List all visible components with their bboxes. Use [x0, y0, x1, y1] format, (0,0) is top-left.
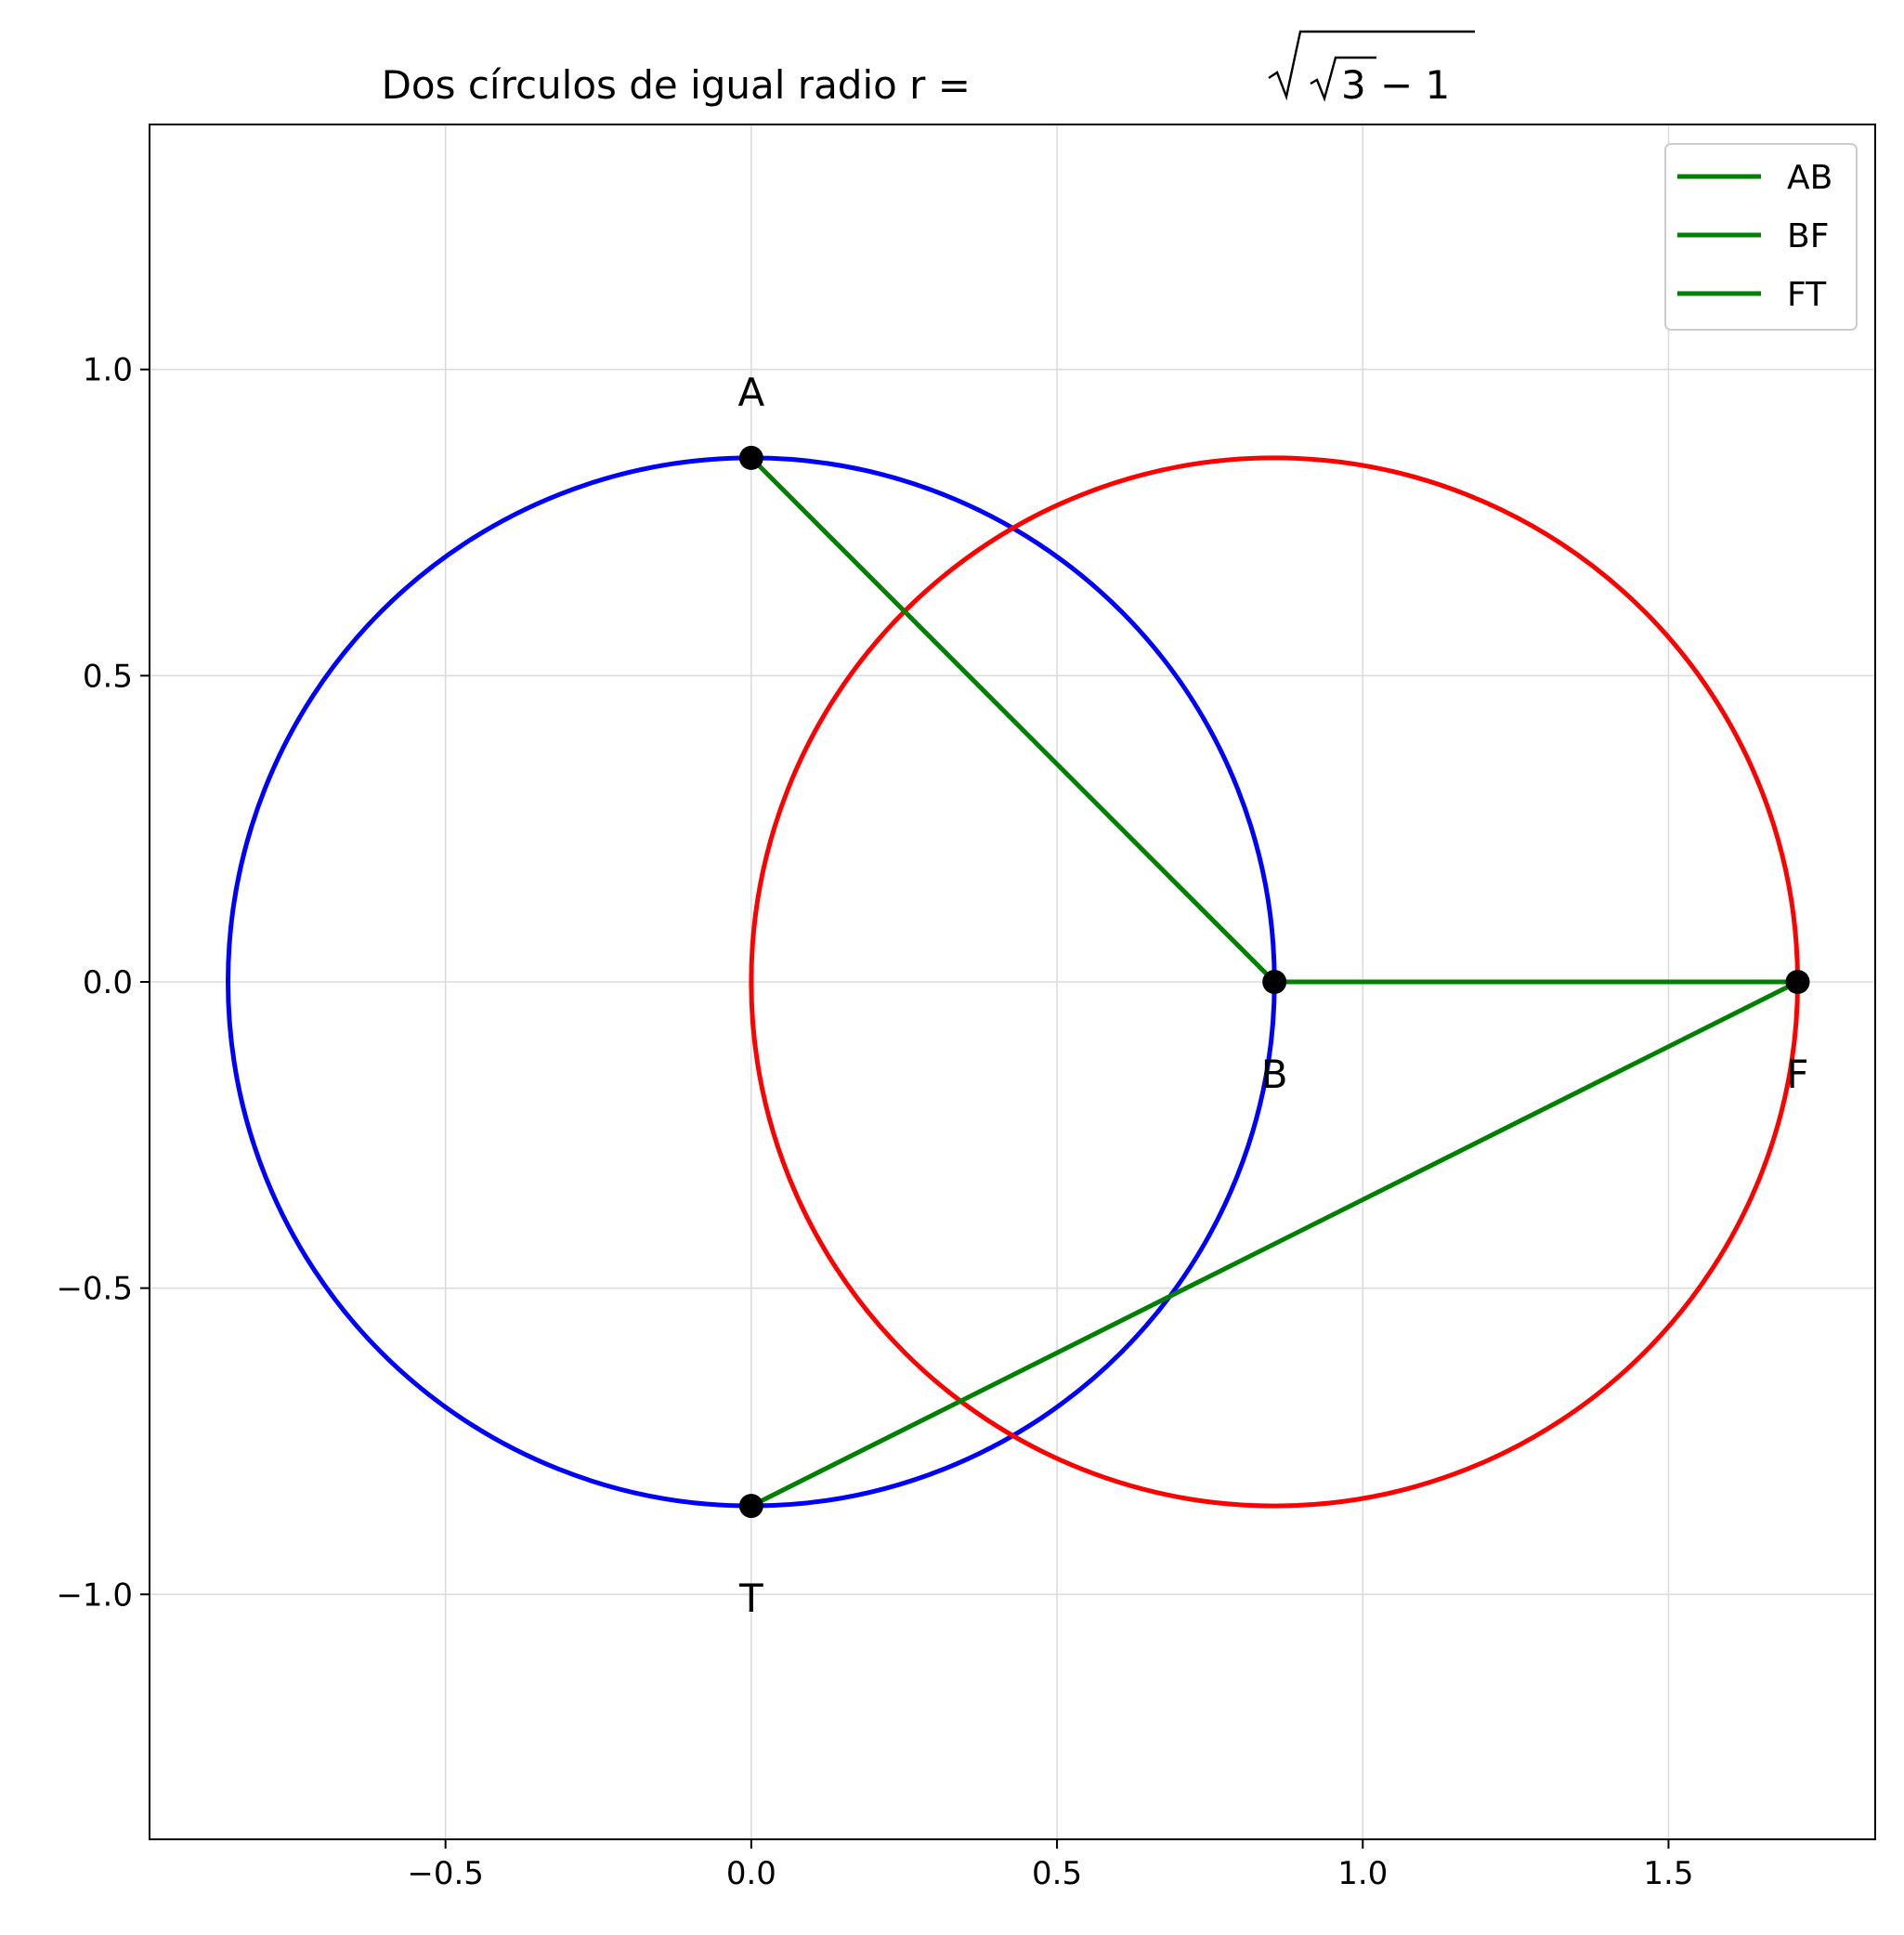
title-radicand: 3	[1341, 62, 1366, 108]
x-tick-label: 1.5	[1643, 1855, 1693, 1892]
point-b	[1262, 970, 1287, 994]
segment-ft	[750, 979, 1799, 1509]
point-label-a: A	[737, 370, 764, 415]
x-tick-label: 1.0	[1337, 1855, 1388, 1892]
legend: AB BF FT	[1664, 143, 1858, 331]
chart-title: Dos círculos de igual radio r =	[382, 62, 971, 108]
y-tick-label: 0.0	[83, 964, 133, 1001]
legend-label-bf: BF	[1787, 217, 1829, 255]
point-f	[1785, 970, 1810, 994]
y-tick-label: 1.0	[83, 352, 133, 389]
y-tick-label: −1.0	[56, 1576, 133, 1614]
legend-label-ab: AB	[1787, 159, 1832, 197]
plot-shapes: A B F T	[226, 370, 1810, 1621]
inner-radical-sign	[1310, 56, 1376, 102]
segment-ab	[750, 456, 1276, 984]
point-label-b: B	[1261, 1052, 1288, 1097]
y-tick-label: −0.5	[56, 1271, 133, 1308]
outer-radical-sign	[1268, 30, 1475, 101]
chart-title-math: 3 − 1	[1268, 30, 1475, 108]
axis-ticks: −0.5 0.0 0.5 1.0 1.5 −1.0 −0.5 0.0 0.5 1.0	[56, 352, 1693, 1892]
legend-label-ft: FT	[1787, 276, 1827, 314]
x-tick-label: 0.0	[726, 1855, 776, 1892]
title-math-suffix: − 1	[1380, 62, 1450, 108]
x-tick-label: −0.5	[407, 1855, 484, 1892]
point-label-t: T	[738, 1575, 763, 1621]
y-tick-label: 0.5	[83, 658, 133, 695]
point-label-f: F	[1786, 1052, 1808, 1097]
point-t	[738, 1494, 763, 1519]
x-tick-label: 0.5	[1032, 1855, 1082, 1892]
point-a	[738, 445, 763, 470]
